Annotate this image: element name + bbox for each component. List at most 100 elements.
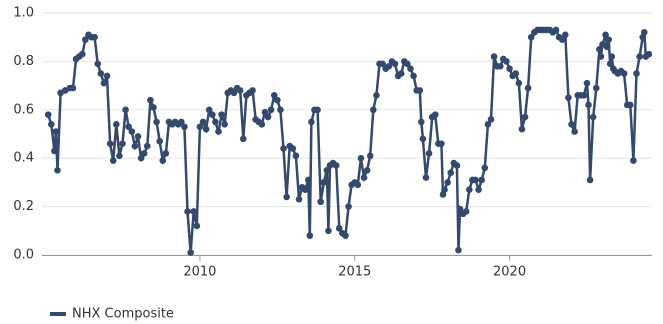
- point: [342, 232, 349, 239]
- point: [295, 196, 303, 203]
- point: [289, 145, 297, 152]
- point: [202, 125, 210, 133]
- point: [122, 106, 129, 114]
- point: [422, 174, 430, 181]
- x-tick-label: 2020: [493, 265, 526, 280]
- point: [503, 58, 510, 65]
- point: [453, 162, 461, 169]
- point: [561, 31, 569, 39]
- point: [178, 118, 185, 126]
- point: [335, 225, 343, 232]
- point: [524, 84, 532, 92]
- point: [518, 125, 526, 133]
- point: [645, 50, 653, 58]
- point: [159, 157, 167, 164]
- point: [416, 87, 424, 94]
- point: [267, 106, 275, 114]
- point: [103, 72, 111, 80]
- point: [431, 111, 439, 118]
- point: [51, 147, 58, 155]
- point: [181, 123, 188, 131]
- point: [515, 79, 523, 87]
- point: [568, 121, 575, 128]
- point: [506, 65, 513, 72]
- point: [552, 26, 560, 34]
- point: [580, 91, 588, 99]
- point: [478, 176, 485, 184]
- point: [418, 118, 425, 126]
- point: [391, 60, 399, 68]
- point: [304, 176, 312, 184]
- point: [603, 43, 611, 51]
- point: [475, 186, 482, 193]
- point: [640, 29, 648, 36]
- point: [184, 208, 191, 215]
- point: [47, 121, 55, 128]
- point: [627, 101, 634, 109]
- legend-label: NHX Composite: [72, 307, 174, 322]
- point: [193, 222, 201, 230]
- point: [325, 227, 332, 235]
- point: [261, 108, 269, 116]
- point: [370, 106, 377, 114]
- point: [438, 140, 445, 147]
- point: [490, 53, 498, 60]
- legend-swatch: [50, 312, 66, 316]
- point: [82, 36, 89, 43]
- point: [283, 193, 290, 201]
- point: [119, 140, 126, 147]
- point: [199, 118, 207, 126]
- point: [236, 87, 244, 94]
- point: [258, 121, 266, 128]
- point: [589, 113, 597, 121]
- point: [597, 53, 605, 60]
- point: [527, 33, 535, 41]
- point: [205, 106, 213, 114]
- point: [606, 60, 614, 68]
- point: [131, 142, 139, 150]
- point: [466, 186, 473, 193]
- point: [363, 167, 371, 174]
- point: [140, 150, 148, 157]
- point: [52, 128, 60, 135]
- point: [419, 135, 427, 143]
- point: [100, 79, 108, 87]
- point: [292, 152, 300, 160]
- point: [97, 70, 105, 77]
- point: [125, 123, 133, 131]
- point: [608, 53, 616, 60]
- point: [156, 137, 163, 145]
- point: [137, 154, 145, 162]
- y-tick-label: 0.8: [13, 54, 34, 69]
- point: [320, 179, 328, 186]
- point: [385, 62, 393, 70]
- point: [373, 91, 380, 99]
- point: [345, 203, 352, 210]
- point: [277, 106, 284, 114]
- y-tick-label: 0.0: [13, 248, 34, 263]
- x-tick-label: 2015: [338, 265, 371, 280]
- series-line: [47, 27, 650, 253]
- point: [462, 208, 470, 215]
- point: [484, 121, 492, 128]
- point: [323, 167, 331, 174]
- point: [44, 111, 52, 118]
- point: [407, 65, 414, 72]
- point: [249, 87, 256, 94]
- point: [360, 174, 368, 181]
- point: [109, 157, 117, 164]
- point: [306, 232, 314, 239]
- point: [196, 123, 204, 131]
- point: [447, 169, 455, 177]
- y-tick-label: 0.6: [13, 102, 34, 117]
- point: [106, 140, 114, 147]
- point: [221, 121, 228, 128]
- point: [113, 121, 120, 128]
- point: [308, 118, 315, 126]
- point: [314, 106, 321, 114]
- point: [444, 179, 451, 186]
- point: [630, 157, 637, 164]
- point: [150, 104, 157, 111]
- y-tick-label: 0.4: [13, 151, 34, 166]
- point: [404, 60, 411, 68]
